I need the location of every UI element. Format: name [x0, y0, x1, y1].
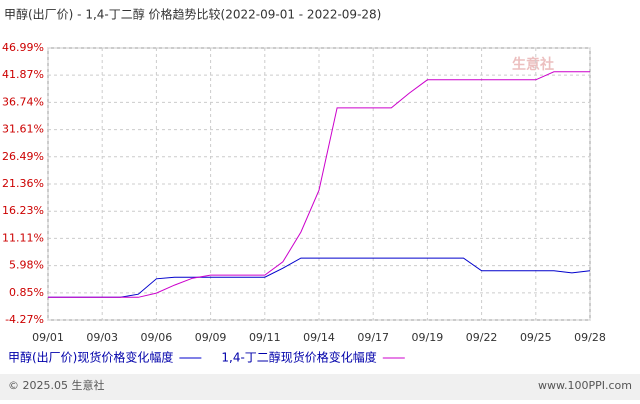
y-tick-label: 21.36% [2, 177, 44, 190]
x-tick-label: 09/11 [249, 331, 281, 344]
y-tick-label: 0.85% [9, 286, 44, 299]
x-tick-label: 09/22 [466, 331, 498, 344]
legend-label: 甲醇(出厂价)现货价格变化幅度 [8, 350, 173, 365]
y-tick-label: 36.74% [2, 95, 44, 108]
y-tick-label: 16.23% [2, 204, 44, 217]
x-tick-label: 09/14 [303, 331, 335, 344]
x-tick-label: 09/01 [32, 331, 64, 344]
x-tick-label: 09/19 [412, 331, 444, 344]
footer-right: www.100PPI.com [538, 379, 632, 392]
x-tick-label: 09/28 [574, 331, 606, 344]
series-line [48, 71, 590, 298]
y-tick-label: 46.99% [2, 41, 44, 54]
watermark: 生意社 [512, 56, 554, 73]
x-tick-label: 09/09 [195, 331, 227, 344]
x-tick-label: 09/06 [141, 331, 173, 344]
y-tick-label: 41.87% [2, 68, 44, 81]
y-tick-label: 11.11% [2, 231, 44, 244]
legend-label: 1,4-丁二醇现货价格变化幅度 [221, 350, 376, 365]
y-tick-label: 31.61% [2, 123, 44, 136]
x-tick-label: 09/25 [520, 331, 552, 344]
x-tick-label: 09/17 [357, 331, 389, 344]
series-line [48, 257, 591, 298]
x-tick-label: 09/03 [86, 331, 118, 344]
y-tick-label: 5.98% [9, 259, 44, 272]
y-tick-label: -4.27% [5, 313, 44, 326]
y-tick-label: 26.49% [2, 150, 44, 163]
footer-left: © 2025.05 生意社 [8, 378, 104, 392]
footer-bar [0, 374, 640, 400]
chart-title: 甲醇(出厂价) - 1,4-丁二醇 价格趋势比较(2022-09-01 - 20… [4, 7, 381, 22]
